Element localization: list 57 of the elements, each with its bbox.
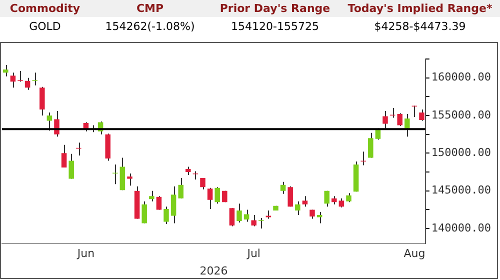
candlestick (32, 72, 38, 86)
candlestick (40, 86, 45, 116)
candlestick (142, 200, 147, 224)
x-tick-label: Jul (246, 247, 260, 260)
candlestick (251, 214, 256, 227)
x-axis-title: 2026 (200, 264, 228, 278)
candlestick (412, 105, 418, 118)
candlestick (404, 114, 410, 138)
text: GOLD (0, 17, 90, 36)
candlestick (368, 132, 374, 158)
candlestick (149, 190, 154, 202)
candlestick (382, 110, 388, 129)
text: Prior Day's Range (210, 0, 340, 17)
candlestick (3, 64, 8, 77)
candlestick (360, 151, 366, 166)
y-tick-label: 160000.00 (431, 70, 492, 84)
candlestick (324, 190, 330, 208)
candlestick (338, 198, 344, 208)
candlestick (236, 203, 242, 224)
candlestick (10, 72, 16, 88)
candlestick (178, 178, 184, 199)
candlestick (156, 196, 162, 210)
candlestick (127, 173, 132, 186)
text: $4258-$4473.39 (340, 17, 500, 36)
y-tick-label: 145000.00 (431, 184, 492, 197)
candlestick (302, 196, 308, 208)
text: 154262(-1.08%) (90, 17, 210, 36)
y-tick-label: 140000.00 (431, 221, 492, 234)
candlestick (229, 208, 235, 227)
candlestick (170, 186, 176, 224)
candlestick (24, 77, 30, 90)
candlestick (419, 108, 424, 122)
candlestick (397, 112, 402, 127)
candlestick (280, 181, 286, 194)
candlestick (346, 192, 352, 203)
candlestick (68, 153, 74, 180)
candlestick (120, 157, 126, 191)
x-tick-label: Jun (76, 247, 95, 260)
y-tick-label: 150000.00 (431, 146, 492, 160)
candlestick (164, 206, 169, 225)
candlestick (258, 217, 264, 230)
candlestick (310, 209, 315, 220)
candlestick (288, 186, 293, 208)
candlestick (200, 178, 206, 190)
x-tick-label: Aug (404, 247, 426, 260)
candlestick (61, 144, 67, 168)
text: Today's Implied Range* (340, 0, 500, 17)
candlestick (18, 70, 23, 82)
text: Commodity (0, 0, 90, 17)
candlestick (46, 112, 52, 132)
y-tick-label: 155000.00 (431, 108, 492, 122)
candlestick (214, 186, 220, 204)
candlestick (207, 187, 213, 210)
candlestick (244, 209, 250, 222)
candlestick (295, 200, 300, 216)
text: CMP (90, 0, 210, 17)
text: 154120-155725 (210, 17, 340, 36)
